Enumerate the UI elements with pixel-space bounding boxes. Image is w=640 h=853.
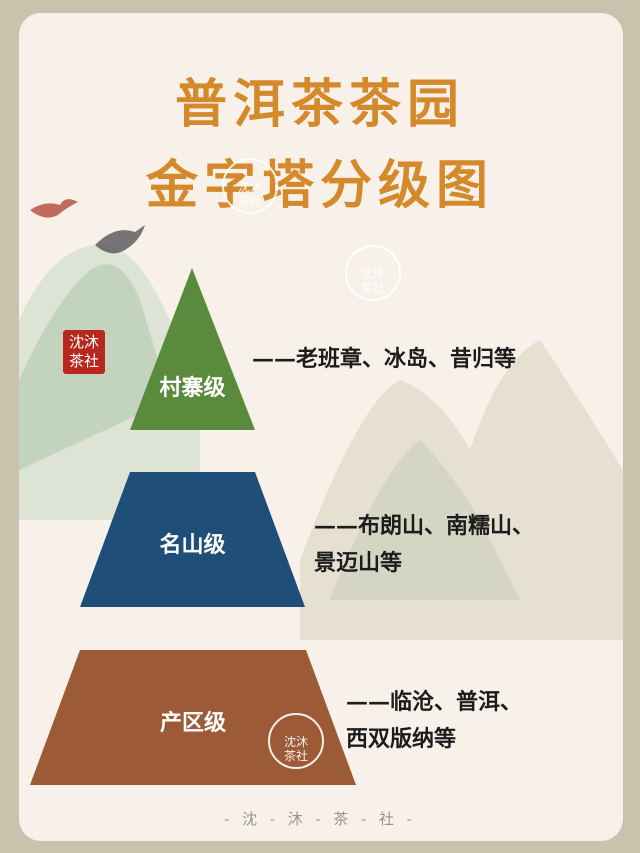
seal-line-2: 茶社 xyxy=(68,352,99,370)
seal-line-1: 沈沐 xyxy=(68,333,99,351)
tier-top-label: 村寨级 xyxy=(159,376,226,401)
watermark-line-2: 茶社 xyxy=(283,749,308,763)
tier-bottom-desc: ——临沧、普洱、 西双版纳等 xyxy=(346,684,522,758)
tier-middle-trapezoid xyxy=(80,472,305,607)
watermark-line-1: 沈沐 xyxy=(283,735,308,749)
seal-stamp: 沈沐 茶社 xyxy=(63,330,105,374)
tier-middle-desc-line-2: 景迈山等 xyxy=(314,550,403,576)
tier-top-desc-line-1: ——老班章、冰岛、昔归等 xyxy=(252,346,517,372)
title-line-2: 金字塔分级图 xyxy=(145,155,494,216)
watermark-line-2: 茶社 xyxy=(360,281,385,295)
tier-top-triangle xyxy=(130,268,255,430)
tier-bottom-label: 产区级 xyxy=(159,711,226,736)
watermark-line-1: 沈沐 xyxy=(360,267,385,281)
tier-middle-label: 名山级 xyxy=(159,533,226,558)
watermark-bottom: 沈沐 茶社 xyxy=(268,713,324,769)
title-line-1: 普洱茶茶园 xyxy=(174,74,465,135)
tier-middle-desc: ——布朗山、南糯山、 景迈山等 xyxy=(314,508,534,582)
tier-bottom-desc-line-1: ——临沧、普洱、 xyxy=(346,689,523,715)
tier-bottom-desc-line-2: 西双版纳等 xyxy=(346,726,457,752)
watermark-line-1: 沈沐 xyxy=(237,180,262,194)
footer-brand: - 沈 - 沐 - 茶 - 社 - xyxy=(224,810,416,828)
tier-top-desc: ——老班章、冰岛、昔归等 xyxy=(252,341,516,378)
tier-middle-desc-line-1: ——布朗山、南糯山、 xyxy=(314,513,535,539)
watermark-top: 沈沐 茶社 xyxy=(222,158,278,214)
watermark-middle: 沈沐 茶社 xyxy=(345,245,401,301)
watermark-line-2: 茶社 xyxy=(237,194,262,208)
